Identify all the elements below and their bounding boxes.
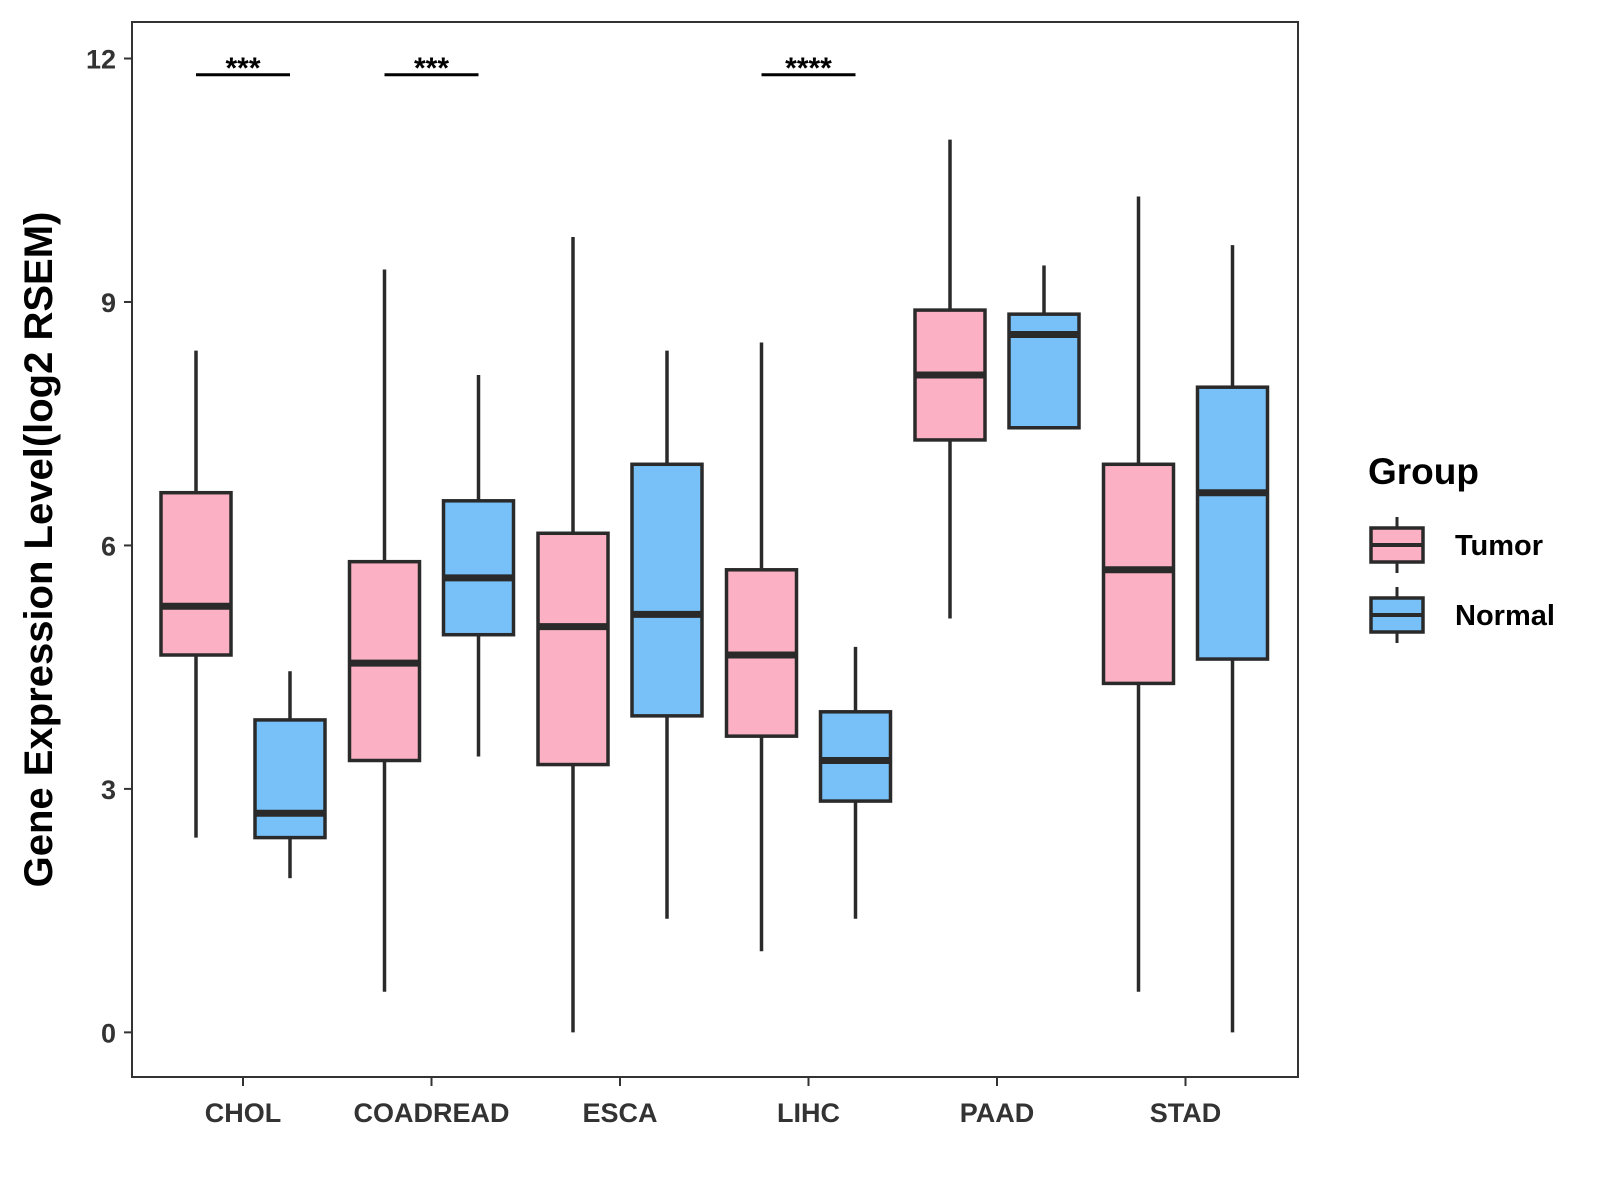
box-normal-lihc [818, 646, 893, 919]
x-tick-label-paad: PAAD [960, 1098, 1035, 1128]
legend-key-normal [1369, 587, 1425, 643]
series-tumor [159, 139, 1176, 1033]
legend-key-tumor [1369, 517, 1425, 573]
box-tumor-chol [159, 350, 233, 838]
box-normal-stad [1195, 245, 1270, 1033]
x-tick-label-lihc: LIHC [777, 1098, 840, 1128]
box-body [1195, 385, 1270, 661]
box-tumor-esca [536, 237, 610, 1033]
x-tick-label-chol: CHOL [205, 1098, 282, 1128]
x-axis: CHOL COADREAD ESCA LIHC PAAD STAD [205, 1077, 1222, 1128]
box-body [536, 531, 610, 767]
box-body [441, 499, 516, 637]
significance-label-lihc: **** [785, 52, 832, 85]
y-axis-title: Gene Expression Level(log2 RSEM) [17, 212, 61, 888]
y-tick-label: 9 [101, 288, 116, 318]
series-normal [253, 245, 1270, 1033]
box-normal-chol [253, 671, 327, 879]
box-normal-coadread [441, 375, 516, 757]
y-tick-label: 0 [101, 1018, 116, 1048]
significance-label-chol: *** [225, 52, 260, 85]
legend: Group Tumor Normal [1368, 451, 1555, 643]
box-normal-paad [1007, 265, 1081, 430]
box-body [159, 490, 233, 657]
significance-annotations: *** *** **** [196, 52, 856, 85]
y-tick-label: 3 [101, 775, 116, 805]
y-tick-label: 6 [101, 531, 116, 561]
y-tick-label: 12 [86, 45, 116, 75]
box-body [253, 718, 327, 840]
x-tick-label-coadread: COADREAD [353, 1098, 509, 1128]
box-body [1101, 462, 1176, 686]
box-body [818, 710, 893, 803]
box-tumor-paad [913, 139, 987, 619]
legend-label-normal: Normal [1455, 600, 1555, 632]
box-body [630, 462, 704, 718]
legend-title: Group [1368, 451, 1479, 492]
x-tick-label-esca: ESCA [582, 1098, 657, 1128]
legend-label-tumor: Tumor [1455, 530, 1543, 562]
box-tumor-stad [1101, 196, 1176, 992]
box-normal-esca [630, 350, 704, 919]
box-tumor-lihc [724, 342, 799, 952]
box-tumor-coadread [347, 269, 422, 992]
y-axis: 0 3 6 9 12 [86, 45, 132, 1048]
significance-label-coadread: *** [414, 52, 449, 85]
x-tick-label-stad: STAD [1150, 1098, 1222, 1128]
